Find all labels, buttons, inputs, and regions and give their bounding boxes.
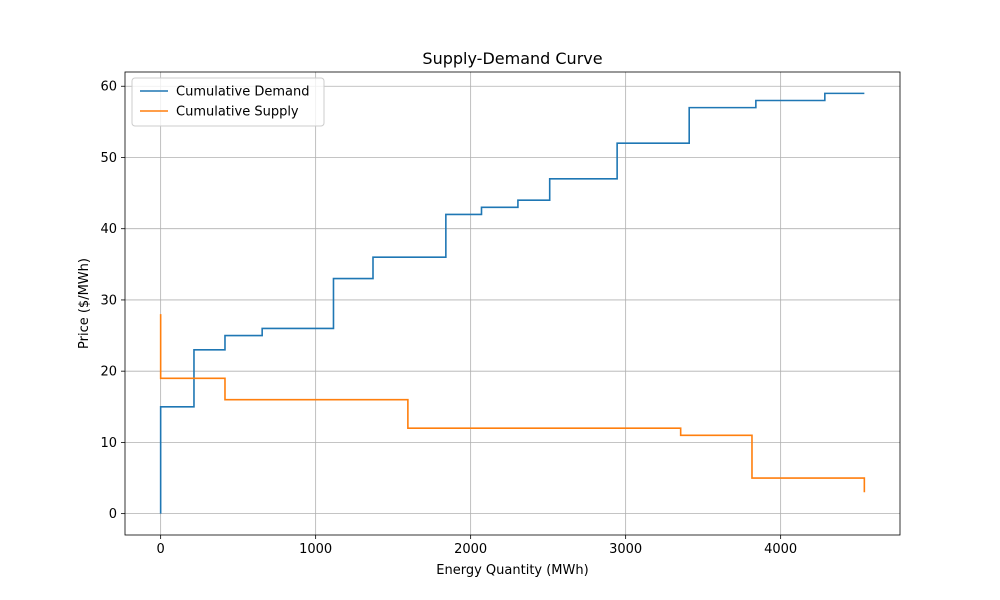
y-tick-label: 40 <box>100 222 117 237</box>
legend-label-cumulative-supply: Cumulative Supply <box>176 105 299 120</box>
y-tick-label: 50 <box>100 151 117 166</box>
legend-box <box>131 77 325 127</box>
series-layer <box>159 92 866 514</box>
x-tick-label: 0 <box>157 542 165 557</box>
x-axis-title: Energy Quantity (MWh) <box>436 563 588 578</box>
y-tick-label: 60 <box>100 80 117 95</box>
chart-title: Supply-Demand Curve <box>422 49 602 68</box>
x-tick-label: 1000 <box>299 542 332 557</box>
y-axis-title: Price ($/MWh) <box>77 258 92 349</box>
x-tick-label: 4000 <box>764 542 797 557</box>
series-line-cumulative-demand <box>159 92 865 514</box>
grid-lines <box>125 72 900 535</box>
legend: Cumulative Demand Cumulative Supply <box>131 77 325 127</box>
x-tick-label: 2000 <box>454 542 487 557</box>
plot-frame <box>124 71 901 536</box>
y-tick-label: 0 <box>109 507 117 522</box>
y-tick-label: 10 <box>100 436 117 451</box>
axis-ticks: 0 1000 2000 3000 4000 0 10 20 30 40 50 60 <box>100 80 797 557</box>
series-line-cumulative-supply <box>159 314 866 493</box>
x-tick-label: 3000 <box>609 542 642 557</box>
y-tick-label: 20 <box>100 365 117 380</box>
legend-label-cumulative-demand: Cumulative Demand <box>176 85 309 100</box>
y-tick-label: 30 <box>100 293 117 308</box>
